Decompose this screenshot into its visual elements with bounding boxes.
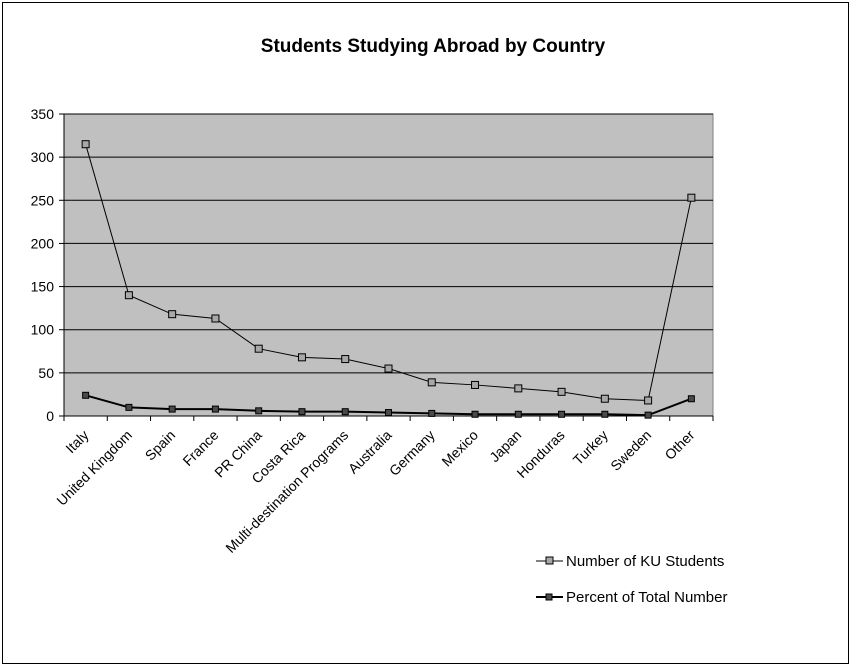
x-label-turkey: Turkey <box>570 427 611 468</box>
point-percent-of-total-number-sweden <box>644 411 652 419</box>
x-label-honduras: Honduras <box>513 427 567 481</box>
legend-marker-number-of-ku-students <box>545 556 554 565</box>
point-percent-of-total-number-turkey <box>601 410 609 418</box>
point-number-of-ku-students-pr-china <box>254 344 263 353</box>
point-percent-of-total-number-germany <box>428 409 436 417</box>
y-tick-label: 250 <box>31 192 55 208</box>
chart-title: Students Studying Abroad by Country <box>261 36 606 57</box>
x-label-other: Other <box>661 427 697 463</box>
point-percent-of-total-number-australia <box>385 409 392 417</box>
legend-marker-percent-of-total-number <box>545 593 553 601</box>
point-percent-of-total-number-united-kingdom <box>125 403 133 411</box>
y-tick-label: 0 <box>46 408 54 424</box>
y-tick-label: 200 <box>31 235 55 251</box>
point-number-of-ku-students-germany <box>427 378 436 387</box>
point-percent-of-total-number-mexico <box>471 410 479 418</box>
point-percent-of-total-number-italy <box>82 391 90 399</box>
point-number-of-ku-students-honduras <box>557 387 566 396</box>
legend-item-percent-of-total-number: Percent of Total Number <box>536 589 727 606</box>
point-number-of-ku-students-multi-destination-programs <box>341 355 350 364</box>
y-tick-label: 150 <box>31 279 55 295</box>
x-label-spain: Spain <box>142 427 179 464</box>
point-percent-of-total-number-costa-rica <box>298 408 306 416</box>
point-percent-of-total-number-pr-china <box>255 407 263 415</box>
chart: Students Studying Abroad by Country 0 50 1… <box>31 36 728 606</box>
x-label-germany: Germany <box>386 427 438 479</box>
point-number-of-ku-students-australia <box>384 364 393 373</box>
y-tick-label: 100 <box>31 322 55 338</box>
legend-label-number-of-ku-students: Number of KU Students <box>566 553 724 570</box>
point-number-of-ku-students-france <box>211 314 220 323</box>
point-percent-of-total-number-japan <box>514 410 522 418</box>
y-tick-label: 350 <box>31 106 55 122</box>
point-percent-of-total-number-honduras <box>558 410 566 418</box>
point-number-of-ku-students-other <box>687 193 696 202</box>
point-number-of-ku-students-sweden <box>644 396 653 405</box>
x-label-italy: Italy <box>62 427 91 456</box>
gridlines <box>64 113 713 374</box>
y-tick-label: 300 <box>31 149 55 165</box>
x-label-sweden: Sweden <box>607 427 654 474</box>
legend-item-number-of-ku-students: Number of KU Students <box>536 553 724 570</box>
point-number-of-ku-students-turkey <box>600 394 609 403</box>
point-percent-of-total-number-other <box>687 395 695 403</box>
series-layer <box>81 140 696 419</box>
point-number-of-ku-students-spain <box>168 310 177 319</box>
x-label-france: France <box>179 427 221 469</box>
point-number-of-ku-students-japan <box>514 384 523 393</box>
point-number-of-ku-students-italy <box>81 140 90 149</box>
x-label-mexico: Mexico <box>438 427 481 470</box>
x-label-united-kingdom: United Kingdom <box>53 427 135 509</box>
legend: Number of KU Students Percent of Total N… <box>536 553 727 606</box>
point-number-of-ku-students-united-kingdom <box>124 291 133 300</box>
x-label-japan: Japan <box>486 427 524 465</box>
point-number-of-ku-students-costa-rica <box>297 353 306 362</box>
legend-label-percent-of-total-number: Percent of Total Number <box>566 589 727 606</box>
point-percent-of-total-number-multi-destination-programs <box>341 408 349 416</box>
y-tick-label: 50 <box>38 365 54 381</box>
point-percent-of-total-number-spain <box>168 405 176 413</box>
point-number-of-ku-students-mexico <box>471 380 480 389</box>
point-percent-of-total-number-france <box>211 405 219 413</box>
